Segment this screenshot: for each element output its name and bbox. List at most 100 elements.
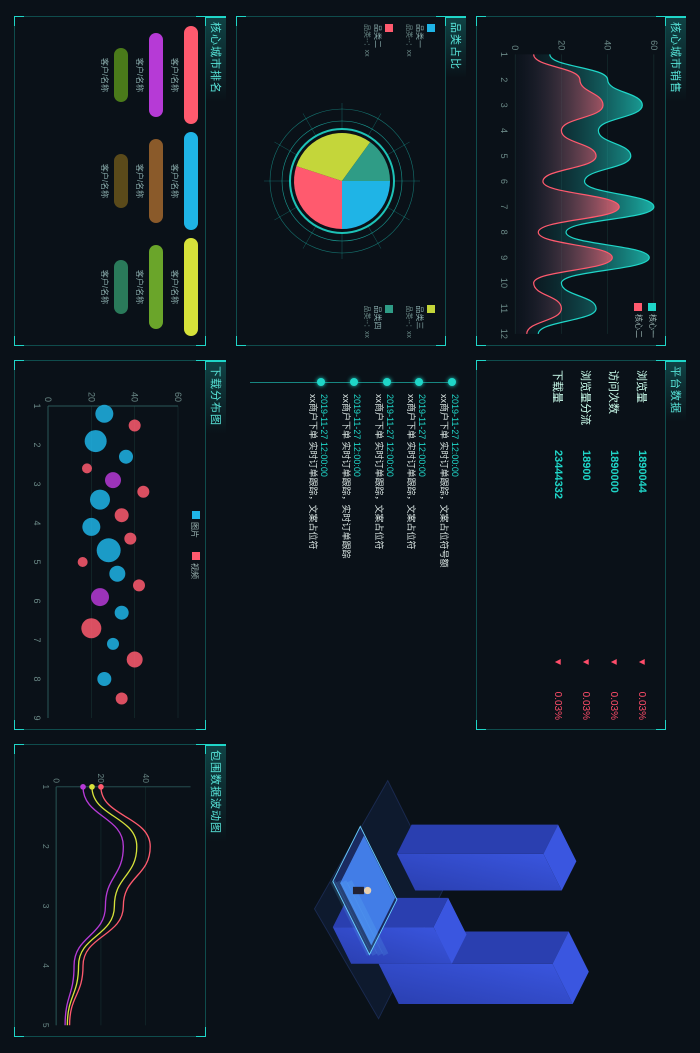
svg-text:2: 2 [41, 844, 51, 849]
area-legend-item: 核心一 [647, 303, 658, 338]
bubble-title: 下载分布图 [206, 360, 226, 434]
arrow-down-icon: ▼ [609, 654, 620, 670]
rank-bar [114, 48, 128, 102]
feed-timestamp: 2019-11-27 12:00:00 [352, 394, 362, 724]
pie-legend-item: 品类三品类--：xx [404, 305, 436, 338]
rank-row: 客户/名称客户/名称客户/名称 [99, 26, 128, 336]
rank-cell: 客户/名称 [134, 132, 163, 230]
rank-bar [184, 132, 198, 230]
order-feed: 2019-11-27 12:00:00xx商户下单 实时订单跟踪，文案占位符号额… [242, 378, 460, 724]
svg-text:20: 20 [96, 774, 106, 784]
isometric-illustration-panel [236, 744, 686, 1037]
rank-label: 客户/名称 [99, 26, 110, 124]
pie-legend-right: 品类三品类--：xx 品类四品类--：xx [352, 305, 436, 338]
feed-item: 2019-11-27 12:00:00xx商户下单 实时订单跟踪，文案占位符 [405, 378, 428, 724]
rank-label: 客户/名称 [169, 26, 180, 124]
svg-text:1: 1 [41, 784, 51, 789]
pie-legend-item: 品类一品类--：xx [404, 24, 436, 57]
svg-text:1: 1 [499, 52, 509, 57]
isometric-illustration [236, 744, 686, 1037]
svg-text:6: 6 [499, 179, 509, 184]
svg-text:7: 7 [499, 204, 509, 209]
pie-title: 品类占比 [446, 16, 466, 78]
rank-label: 客户/名称 [134, 26, 145, 124]
stat-row: 浏览量1890044▼0.03% [628, 370, 656, 720]
svg-text:5: 5 [41, 1023, 51, 1028]
feed-timestamp: 2019-11-27 12:00:00 [319, 394, 329, 724]
stat-row: 访问次数1890000▼0.03% [600, 370, 628, 720]
stats-rows: 浏览量1890044▼0.03%访问次数1890000▼0.03%浏览量分流18… [544, 370, 656, 720]
svg-text:8: 8 [499, 230, 509, 235]
rank-row: 客户/名称客户/名称客户/名称 [134, 26, 163, 336]
arrow-down-icon: ▼ [553, 654, 564, 670]
ranking-title: 核心城市排名 [206, 16, 226, 102]
svg-text:0: 0 [43, 397, 53, 402]
pie-chart [257, 96, 427, 266]
rank-cell: 客户/名称 [99, 238, 128, 336]
rank-cell: 客户/名称 [169, 238, 198, 336]
bubble-chart-panel: 下载分布图 图片视频 0204060123456789 [14, 360, 226, 730]
ranking-panel: 核心城市排名 客户/名称客户/名称客户/名称客户/名称客户/名称客户/名称客户/… [14, 16, 226, 346]
svg-text:40: 40 [130, 392, 140, 402]
svg-text:0: 0 [510, 45, 520, 50]
pie-chart-panel: 品类占比 品类一品类--：xx品类二品类--：xx 品类三品类--：xx品类四品… [236, 16, 466, 346]
svg-text:40: 40 [141, 774, 151, 784]
svg-text:3: 3 [41, 904, 51, 909]
svg-text:10: 10 [499, 278, 509, 288]
stat-pct: 0.03% [553, 670, 564, 720]
rank-label: 客户/名称 [169, 132, 180, 230]
stats-title: 平台数据 [666, 360, 686, 422]
rank-cell: 客户/名称 [169, 26, 198, 124]
wave-chart: 0 20 40 1 2 3 4 5 [39, 766, 200, 1031]
svg-text:4: 4 [41, 963, 51, 968]
svg-text:9: 9 [499, 255, 509, 260]
svg-text:3: 3 [32, 481, 42, 486]
svg-text:4: 4 [499, 128, 509, 133]
rank-label: 客户/名称 [99, 238, 110, 336]
svg-text:6: 6 [32, 598, 42, 603]
rank-cell: 客户/名称 [169, 132, 198, 230]
feed-item: 2019-11-27 12:00:00xx商户下单 实时订单跟踪，文案占位符 [307, 378, 330, 724]
svg-text:60: 60 [649, 40, 659, 50]
svg-text:9: 9 [32, 715, 42, 720]
rank-bar [149, 139, 163, 222]
svg-text:40: 40 [603, 40, 613, 50]
svg-text:0: 0 [51, 778, 61, 783]
rank-row: 客户/名称客户/名称客户/名称 [169, 26, 198, 336]
stat-pct: 0.03% [609, 670, 620, 720]
feed-timestamp: 2019-11-27 12:00:00 [417, 394, 427, 724]
stat-row: 浏览量分流18900▼0.03% [572, 370, 600, 720]
pie-legend-item: 品类四品类--：xx [362, 305, 394, 338]
stat-label: 访问次数 [606, 370, 622, 450]
rank-cell: 客户/名称 [134, 238, 163, 336]
wave-title: 包围数据波动图 [206, 744, 226, 842]
stat-label: 下载量 [550, 370, 566, 450]
rank-bar [184, 26, 198, 124]
area-chart: 0204060123456789101112 [497, 34, 660, 340]
stat-value: 18900 [580, 450, 592, 654]
feed-text: xx商户下单 实时订单跟踪，文案占位符号额 [437, 394, 449, 724]
feed-timestamp: 2019-11-27 12:00:00 [385, 394, 395, 724]
stat-value: 1890000 [608, 450, 620, 654]
svg-text:1: 1 [32, 403, 42, 408]
rank-bar [149, 33, 163, 116]
order-feed-panel: 2019-11-27 12:00:00xx商户下单 实时订单跟踪，文案占位符号额… [236, 360, 466, 730]
svg-text:20: 20 [86, 392, 96, 402]
svg-text:2: 2 [499, 77, 509, 82]
stat-value: 1890044 [636, 450, 648, 654]
rank-label: 客户/名称 [99, 132, 110, 230]
area-legend-item: 核心二 [633, 303, 644, 338]
ranking-bars: 客户/名称客户/名称客户/名称客户/名称客户/名称客户/名称客户/名称客户/名称… [22, 26, 198, 336]
svg-text:4: 4 [32, 520, 42, 525]
feed-text: xx商户下单 实时订单跟踪，文案占位符 [307, 394, 319, 724]
rank-label: 客户/名称 [169, 238, 180, 336]
area-chart-title: 核心城市销售 [666, 16, 686, 102]
rank-bar [114, 260, 128, 314]
svg-text:12: 12 [499, 329, 509, 339]
feed-text: xx商户下单 实时订单跟踪，文案占位符 [405, 394, 417, 724]
rank-label: 客户/名称 [134, 132, 145, 230]
svg-text:11: 11 [499, 304, 509, 314]
feed-timestamp: 2019-11-27 12:00:00 [450, 394, 460, 724]
rank-bar [114, 154, 128, 208]
rank-cell: 客户/名称 [99, 26, 128, 124]
